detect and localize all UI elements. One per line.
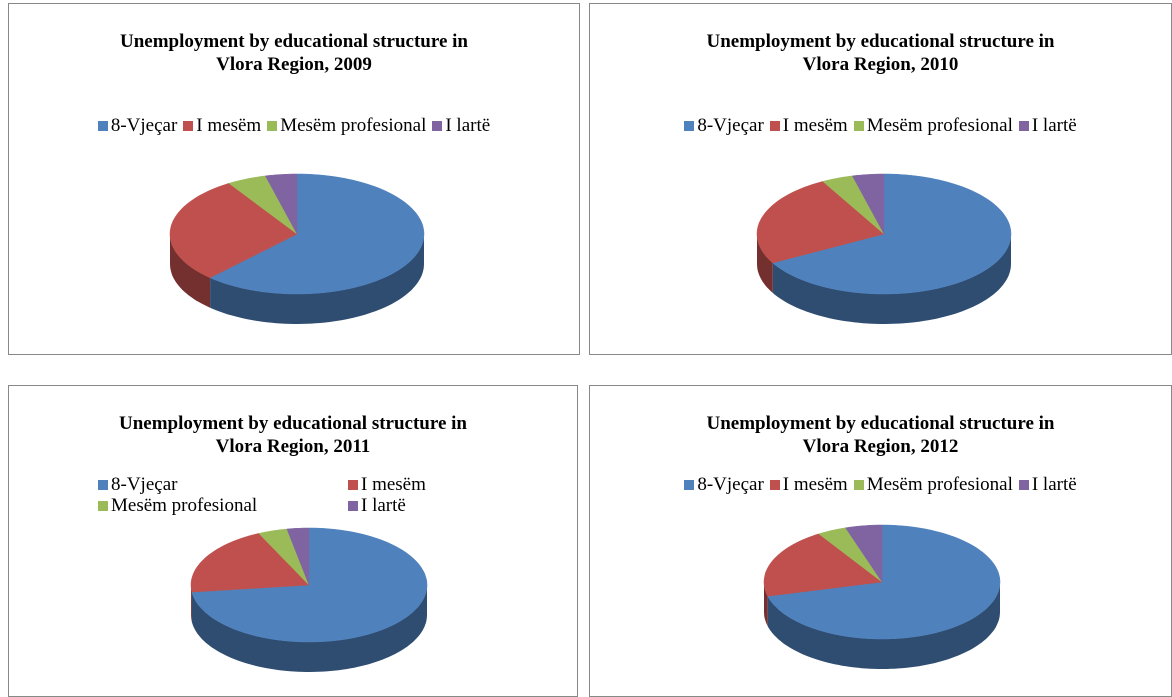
- slice: [852, 173, 885, 235]
- legend-swatch: [348, 501, 358, 511]
- legend-swatch: [853, 480, 864, 490]
- slice: [169, 183, 298, 278]
- slice: [191, 527, 428, 643]
- slice: [772, 173, 1012, 295]
- chart-title: Unemployment by educational structure in…: [706, 31, 1055, 75]
- legend-item: Mesëm profesional: [853, 474, 1013, 496]
- legend-item: Mesëm profesional: [98, 495, 342, 516]
- legend-label: I lartë: [1031, 115, 1077, 136]
- pie: [169, 173, 425, 324]
- legend-swatch: [1018, 480, 1029, 490]
- legend: 8-Vjeçar I mesëm Mesëm profesional I lartë: [590, 115, 1171, 137]
- legend: 8-Vjeçar I mesëm Mesëm profesional I lartë: [9, 115, 579, 137]
- legend-item: I mesëm: [348, 474, 492, 495]
- legend-label: I lartë: [445, 115, 491, 136]
- slice-side: [772, 234, 1011, 324]
- slice: [190, 533, 310, 593]
- slice-side: [767, 582, 1000, 669]
- legend-label: 8-Vjeçar: [697, 115, 764, 136]
- slice-side: [191, 585, 427, 672]
- chart-title: Unemployment by educational structure in…: [706, 413, 1055, 457]
- chart-panel: Unemployment by educational structure in…: [8, 3, 580, 355]
- legend-label: I lartë: [1031, 474, 1077, 495]
- legend-swatch: [97, 121, 108, 131]
- slice: [756, 181, 885, 264]
- chart-title: Unemployment by educational structure in…: [119, 413, 467, 457]
- legend-item: I mesëm: [769, 474, 848, 496]
- pie: [763, 524, 1001, 669]
- pie: [190, 527, 428, 672]
- legend-swatch: [684, 480, 695, 490]
- chart-title: Unemployment by educational structure in…: [120, 31, 468, 75]
- legend-swatch: [98, 501, 108, 511]
- legend-label: I lartë: [361, 495, 406, 516]
- slice: [818, 527, 883, 583]
- legend-label: Mesëm profesional: [111, 495, 258, 516]
- legend-label: Mesëm profesional: [866, 115, 1013, 136]
- legend-swatch: [432, 121, 443, 131]
- slice: [763, 533, 883, 597]
- legend: 8-Vjeçar I mesëm Mesëm profesional I lartë: [95, 474, 495, 516]
- slice: [258, 528, 310, 586]
- legend: 8-Vjeçar I mesëm Mesëm profesional I lartë: [590, 474, 1171, 496]
- legend-swatch: [267, 121, 278, 131]
- legend-label: Mesëm profesional: [280, 115, 427, 136]
- slice-side: [764, 582, 768, 627]
- legend-item: Mesëm profesional: [853, 115, 1013, 137]
- legend-label: I mesëm: [782, 474, 848, 495]
- legend-item: I lartë: [1018, 115, 1077, 137]
- pie: [756, 173, 1012, 324]
- slice-side: [210, 234, 424, 324]
- legend-label: Mesëm profesional: [866, 474, 1013, 495]
- legend-label: I mesëm: [196, 115, 262, 136]
- legend-item: 8-Vjeçar: [684, 115, 764, 137]
- slice: [209, 173, 425, 295]
- slice: [845, 524, 883, 583]
- slice-side: [170, 234, 211, 308]
- legend-item: I mesëm: [183, 115, 261, 137]
- slice: [822, 175, 885, 235]
- legend-swatch: [769, 121, 780, 131]
- legend-swatch: [348, 480, 358, 490]
- legend-swatch: [769, 480, 780, 490]
- legend-label: I mesëm: [782, 115, 848, 136]
- legend-item: Mesëm profesional: [267, 115, 426, 137]
- chart-panel: Unemployment by educational structure in…: [589, 385, 1172, 697]
- legend-item: I mesëm: [769, 115, 848, 137]
- slice-side: [191, 585, 192, 623]
- legend-label: 8-Vjeçar: [110, 115, 178, 136]
- legend-swatch: [183, 121, 194, 131]
- legend-item: 8-Vjeçar: [684, 474, 764, 496]
- legend-item: I lartë: [432, 115, 490, 137]
- legend-swatch: [853, 121, 864, 131]
- chart-panel: Unemployment by educational structure in…: [589, 3, 1172, 355]
- slice-side: [757, 234, 773, 293]
- legend-swatch: [98, 480, 108, 490]
- legend-item: 8-Vjeçar: [97, 115, 178, 137]
- legend-item: 8-Vjeçar: [98, 474, 342, 495]
- chart-panel: Unemployment by educational structure in…: [8, 385, 578, 697]
- legend-label: I mesëm: [361, 474, 426, 495]
- legend-item: I lartë: [348, 495, 492, 516]
- legend-item: I lartë: [1018, 474, 1077, 496]
- slice: [228, 175, 298, 235]
- legend-swatch: [1018, 121, 1029, 131]
- slice: [265, 173, 298, 235]
- legend-swatch: [684, 121, 695, 131]
- slice: [286, 527, 310, 586]
- slice: [767, 524, 1001, 640]
- legend-label: 8-Vjeçar: [111, 474, 178, 495]
- legend-label: 8-Vjeçar: [697, 474, 764, 495]
